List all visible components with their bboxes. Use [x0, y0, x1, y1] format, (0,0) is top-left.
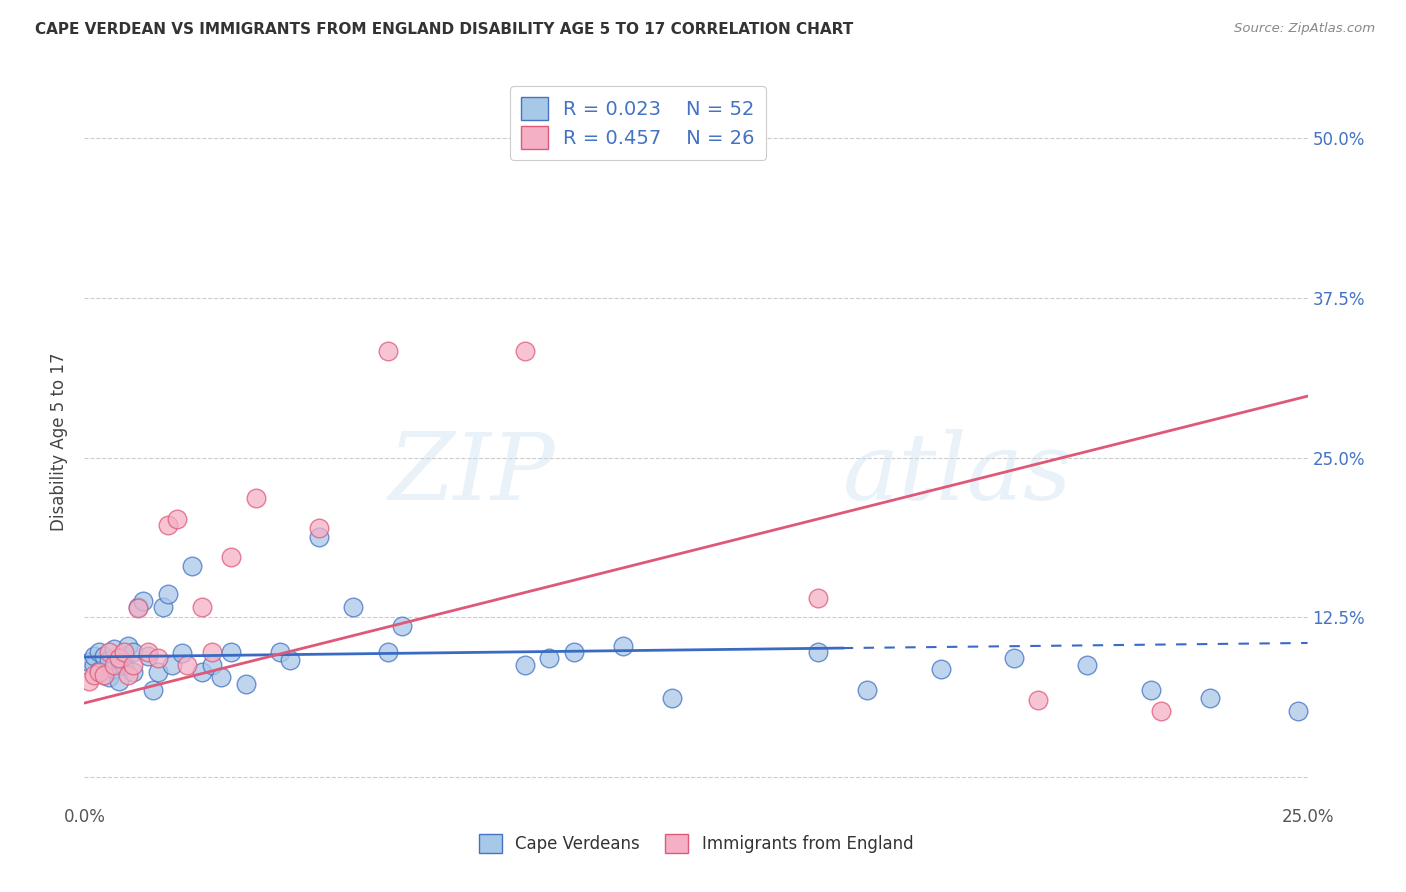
Point: [807, 591, 830, 606]
Text: ZIP: ZIP: [388, 429, 555, 519]
Point: [807, 645, 830, 659]
Point: [176, 657, 198, 672]
Point: [1198, 690, 1220, 705]
Point: [156, 587, 179, 601]
Point: [342, 600, 364, 615]
Point: [538, 651, 561, 665]
Point: [219, 550, 242, 565]
Text: CAPE VERDEAN VS IMMIGRANTS FROM ENGLAND DISABILITY AGE 5 TO 17 CORRELATION CHART: CAPE VERDEAN VS IMMIGRANTS FROM ENGLAND …: [35, 22, 853, 37]
Point: [146, 651, 169, 665]
Point: [513, 344, 536, 359]
Point: [235, 677, 257, 691]
Point: [152, 600, 174, 615]
Point: [127, 600, 149, 615]
Point: [83, 648, 105, 663]
Point: [377, 344, 399, 359]
Point: [1028, 693, 1050, 707]
Legend: Cape Verdeans, Immigrants from England: Cape Verdeans, Immigrants from England: [472, 827, 920, 860]
Point: [117, 639, 139, 653]
Point: [308, 530, 330, 544]
Y-axis label: Disability Age 5 to 17: Disability Age 5 to 17: [51, 352, 69, 531]
Text: Source: ZipAtlas.com: Source: ZipAtlas.com: [1234, 22, 1375, 36]
Point: [97, 652, 120, 666]
Point: [87, 665, 110, 680]
Point: [181, 559, 204, 574]
Point: [107, 652, 129, 666]
Point: [219, 645, 242, 659]
Point: [93, 668, 115, 682]
Point: [562, 645, 585, 659]
Point: [1286, 704, 1309, 718]
Point: [856, 683, 879, 698]
Point: [122, 665, 145, 680]
Point: [136, 648, 159, 663]
Point: [209, 671, 232, 685]
Point: [107, 674, 129, 689]
Point: [269, 645, 291, 659]
Point: [612, 639, 634, 653]
Point: [166, 512, 188, 526]
Point: [1140, 683, 1163, 698]
Point: [117, 668, 139, 682]
Point: [107, 651, 129, 665]
Point: [142, 683, 165, 698]
Point: [103, 661, 125, 675]
Point: [308, 521, 330, 535]
Point: [929, 661, 952, 675]
Point: [103, 657, 125, 672]
Point: [87, 645, 110, 659]
Point: [87, 664, 110, 678]
Point: [77, 655, 100, 669]
Point: [93, 648, 115, 663]
Text: atlas: atlas: [842, 429, 1073, 519]
Point: [391, 619, 413, 633]
Point: [122, 645, 145, 659]
Point: [127, 601, 149, 615]
Point: [97, 645, 120, 659]
Point: [122, 657, 145, 672]
Point: [132, 593, 155, 607]
Point: [146, 665, 169, 680]
Point: [112, 648, 135, 663]
Point: [112, 657, 135, 672]
Point: [278, 652, 301, 666]
Point: [83, 668, 105, 682]
Point: [77, 674, 100, 689]
Point: [200, 657, 222, 672]
Point: [156, 518, 179, 533]
Point: [162, 657, 184, 672]
Point: [93, 668, 115, 682]
Point: [136, 645, 159, 659]
Point: [191, 600, 214, 615]
Point: [513, 657, 536, 672]
Point: [83, 657, 105, 672]
Point: [245, 491, 267, 506]
Point: [103, 642, 125, 657]
Point: [661, 690, 683, 705]
Point: [97, 671, 120, 685]
Point: [200, 645, 222, 659]
Point: [172, 646, 194, 660]
Point: [377, 645, 399, 659]
Point: [1150, 704, 1173, 718]
Point: [112, 645, 135, 659]
Point: [1076, 657, 1098, 672]
Point: [191, 665, 214, 680]
Point: [1002, 651, 1025, 665]
